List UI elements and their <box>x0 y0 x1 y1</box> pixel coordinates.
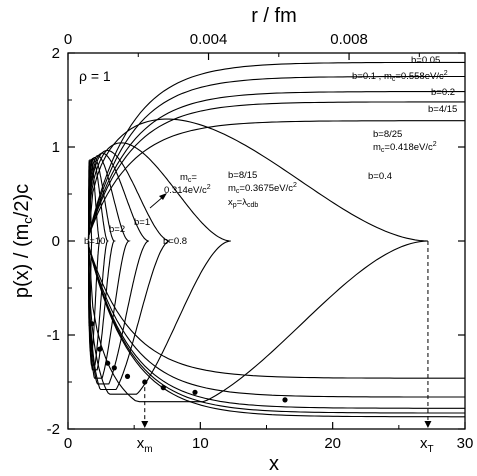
y-tick-label-0: 0 <box>52 233 60 250</box>
min-dot-b4 <box>97 346 103 352</box>
top-axis-title: r / fm <box>251 5 297 27</box>
min-dot-b15 <box>111 365 117 371</box>
label-b825: b=8/25 <box>373 129 402 140</box>
curve-b02 <box>87 91 465 409</box>
curve-b2 <box>87 157 109 366</box>
min-dot-b815 <box>192 389 198 395</box>
curve-b1 <box>87 152 149 385</box>
axis-ticks <box>67 52 466 430</box>
curve-b12 <box>87 155 131 379</box>
min-dot-b08 <box>160 385 166 391</box>
label-b01: b=0.1 , mc=0.558eV/c2 <box>352 70 448 83</box>
y-tick-label--2: -2 <box>47 421 60 438</box>
m314-arrow-head <box>159 193 167 200</box>
label-b10: b=10 <box>84 236 105 247</box>
x-tick-label-30: 30 <box>457 435 474 452</box>
label-b1: b=1 <box>134 217 150 228</box>
curve-b01mc0558evc <box>87 75 465 414</box>
marker-dashed-lines <box>144 241 429 429</box>
special-arrow-x_T <box>424 421 432 428</box>
label-m314-value: 0.314eV/c2 <box>164 184 211 196</box>
x-tick-label-0: 0 <box>64 435 72 452</box>
y-axis-title: p(x) / (mc/2)c <box>11 184 35 298</box>
special-tick-base: x <box>137 435 145 452</box>
special-tick-sub: m <box>144 444 152 455</box>
label-b815: b=8/15 <box>228 170 257 181</box>
x-tick-label-10: 10 <box>192 435 209 452</box>
top-tick-label-0: 0 <box>64 31 72 48</box>
top-tick-label-0.008: 0.008 <box>330 31 368 48</box>
top-tick-label-0.004: 0.004 <box>190 31 228 48</box>
special-tick-label-x_m: xm <box>137 435 153 455</box>
label-b04: b=0.4 <box>368 171 392 182</box>
y-tick-label-1: 1 <box>52 139 60 156</box>
special-tick-sub: T <box>427 444 433 455</box>
curve-b005 <box>87 61 465 418</box>
min-dot-b2 <box>105 360 111 366</box>
x-axis-title: x <box>269 453 279 475</box>
label-b08: b=0.8 <box>163 236 187 247</box>
min-dot-b10 <box>89 321 95 327</box>
min-dot-b12 <box>124 373 131 379</box>
label-xp: xp=λcdb <box>228 197 258 209</box>
label-m314: mc= <box>180 172 197 184</box>
curve-b815 <box>87 142 231 395</box>
label-b415: b=4/15 <box>428 104 457 115</box>
label-m3675: mc=0.3675eV/c2 <box>228 182 297 195</box>
curve-b415 <box>87 101 465 398</box>
min-dot-b04 <box>282 397 288 403</box>
special-arrow-x_m <box>141 421 149 428</box>
label-m418: mc=0.418eV/c2 <box>373 141 437 154</box>
y-tick-label--1: -1 <box>47 327 60 344</box>
rho-label: ρ = 1 <box>79 68 111 84</box>
special-tick-base: x <box>420 435 428 452</box>
label-b02: b=0.2 <box>431 87 455 98</box>
y-tick-label-2: 2 <box>52 45 60 62</box>
curve-b10 <box>87 159 93 327</box>
label-b005: b=0.05 <box>411 55 440 66</box>
curve-b825 <box>87 120 465 379</box>
x-tick-label-20: 20 <box>324 435 341 452</box>
curve-b15 <box>87 156 117 371</box>
label-b2: b=2 <box>109 224 125 235</box>
curves-layer <box>87 61 465 418</box>
curve-b08 <box>87 149 171 391</box>
special-tick-label-x_T: xT <box>420 435 434 455</box>
curve-b4 <box>87 158 102 352</box>
